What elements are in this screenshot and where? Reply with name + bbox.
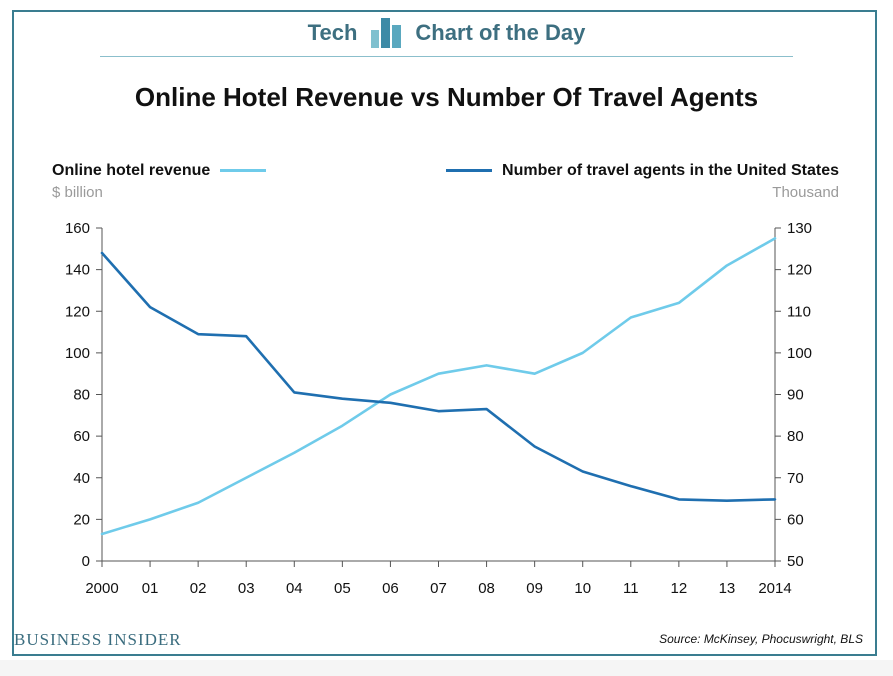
legend-agents-swatch <box>446 169 493 173</box>
left-tick-label: 60 <box>73 428 90 445</box>
right-tick-label: 80 <box>787 428 804 445</box>
x-tick-label: 06 <box>382 580 399 597</box>
x-tick-label: 05 <box>334 580 351 597</box>
x-tick-label: 2000 <box>85 580 118 597</box>
chart-ticks: 0204060801001201401605060708090100110120… <box>65 220 812 597</box>
x-tick-label: 12 <box>671 580 688 597</box>
right-tick-label: 50 <box>787 553 804 570</box>
legend-revenue-label: Online hotel revenue <box>52 162 211 179</box>
left-tick-label: 40 <box>73 470 90 487</box>
header-divider <box>100 56 793 57</box>
x-tick-label: 13 <box>719 580 736 597</box>
source-note: Source: McKinsey, Phocuswright, BLS <box>659 632 863 646</box>
x-tick-label: 03 <box>238 580 255 597</box>
x-tick-label: 08 <box>478 580 495 597</box>
right-tick-label: 110 <box>787 303 811 320</box>
x-tick-label: 10 <box>574 580 591 597</box>
series-line-revenue <box>100 237 777 536</box>
brand-chart-of-the-day-label: Chart of the Day <box>415 20 586 45</box>
brand-tech-label: Tech <box>307 20 358 45</box>
left-tick-label: 120 <box>65 303 90 320</box>
right-tick-label: 70 <box>787 470 804 487</box>
x-tick-label: 09 <box>526 580 543 597</box>
right-tick-label: 120 <box>787 262 812 279</box>
legend-agents: Number of travel agents in the United St… <box>446 162 839 180</box>
x-tick-label: 07 <box>430 580 447 597</box>
bar-chart-logo-icon <box>371 18 402 48</box>
left-tick-label: 160 <box>65 220 90 237</box>
x-tick-label: 02 <box>190 580 207 597</box>
legend-revenue-swatch <box>220 169 267 173</box>
x-tick-label: 04 <box>286 580 303 597</box>
x-tick-label: 11 <box>623 580 639 597</box>
series-line-agents <box>100 251 777 502</box>
right-tick-label: 90 <box>787 387 804 404</box>
right-tick-label: 130 <box>787 220 812 237</box>
bottom-strip <box>0 660 893 676</box>
brand-header: Tech Chart of the Day <box>0 18 893 48</box>
chart-title: Online Hotel Revenue vs Number Of Travel… <box>134 82 759 112</box>
left-tick-label: 20 <box>73 511 90 528</box>
left-tick-label: 80 <box>73 387 90 404</box>
left-axis-unit: $ billion <box>52 184 103 201</box>
right-axis-unit: Thousand <box>772 184 839 201</box>
business-insider-logo: BUSINESS INSIDER <box>14 630 182 649</box>
x-tick-label: 2014 <box>758 580 791 597</box>
chart-axes <box>101 228 776 562</box>
left-tick-label: 100 <box>65 345 90 362</box>
right-tick-label: 100 <box>787 345 812 362</box>
right-tick-label: 60 <box>787 511 804 528</box>
legend-agents-label: Number of travel agents in the United St… <box>502 162 839 179</box>
x-tick-label: 01 <box>142 580 159 597</box>
left-tick-label: 0 <box>82 553 90 570</box>
chart-frame <box>12 10 877 656</box>
chart-series <box>100 237 777 536</box>
legend-revenue: Online hotel revenue <box>52 162 267 180</box>
left-tick-label: 140 <box>65 262 90 279</box>
